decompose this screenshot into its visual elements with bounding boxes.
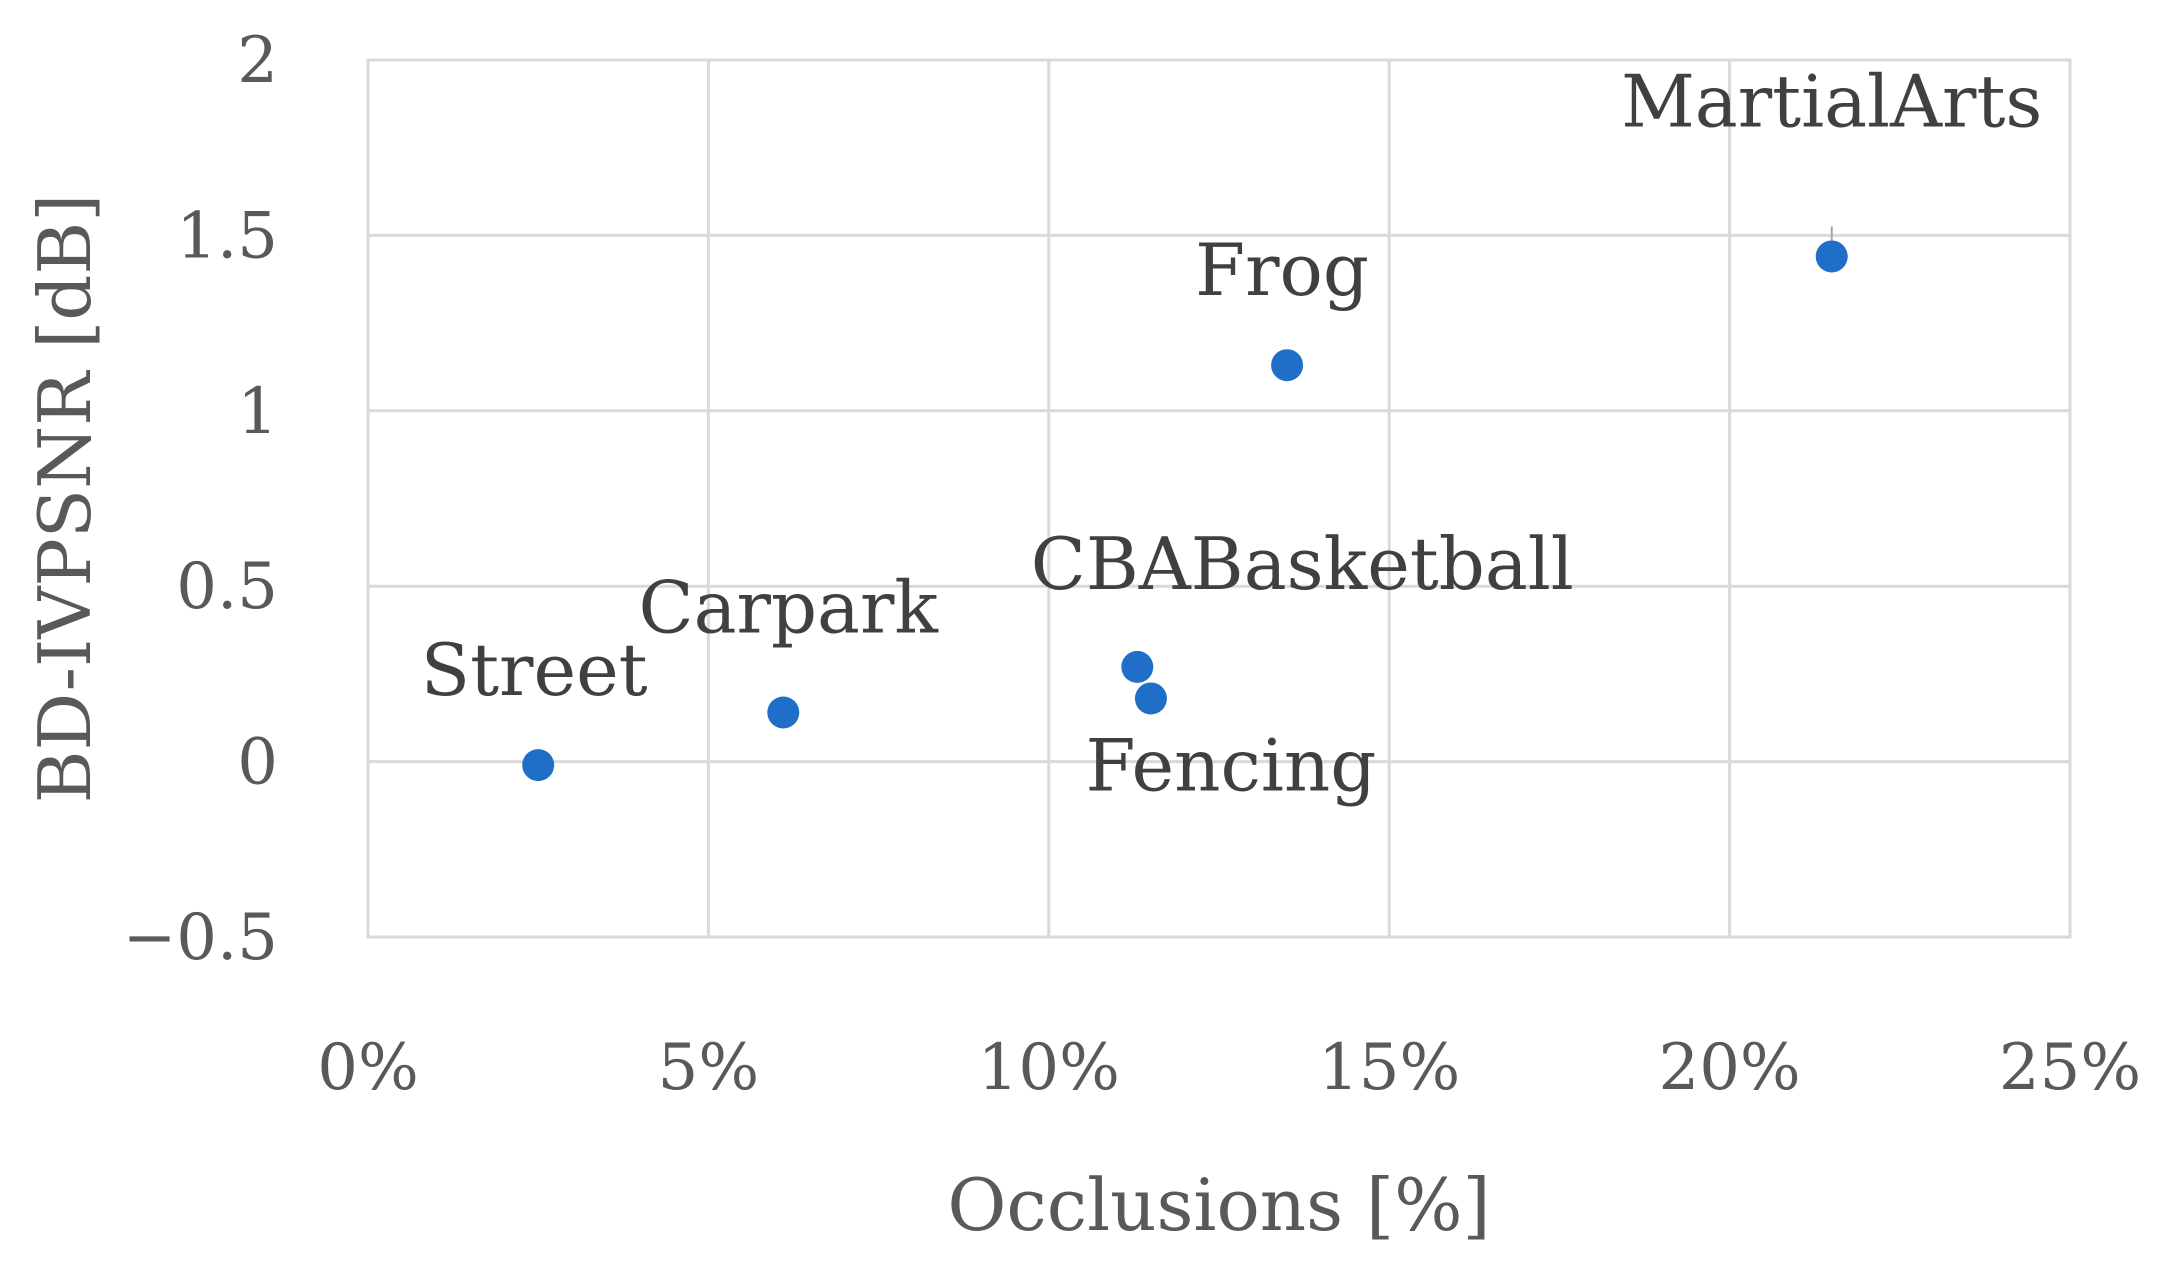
- point-label-frog: Frog: [1195, 228, 1369, 312]
- plot-area-border: [366, 58, 2072, 939]
- x-tick-label: 15%: [1318, 1031, 1460, 1105]
- data-point-martialarts: [1815, 240, 1848, 273]
- y-axis-title: BD-IVPSNR [dB]: [23, 194, 107, 804]
- x-axis-tick-labels: 0% 5% 10% 15% 20% 25%: [317, 1031, 2141, 1105]
- data-points: [522, 240, 1848, 782]
- y-tick-label: 2: [237, 24, 278, 98]
- data-point-carpark: [767, 696, 800, 729]
- y-tick-label: 1: [237, 375, 278, 449]
- x-tick-label: 10%: [978, 1031, 1120, 1105]
- point-label-cbabasketball: CBABasketball: [1031, 522, 1574, 606]
- x-tick-label: 25%: [1999, 1031, 2141, 1105]
- point-label-martialarts: MartialArts: [1621, 59, 2042, 143]
- point-label-carpark: Carpark: [639, 565, 940, 649]
- data-point-cbabasketball: [1121, 650, 1154, 683]
- y-tick-label: 1.5: [176, 199, 278, 273]
- y-tick-label: 0: [237, 726, 278, 800]
- x-axis-title: Occlusions [%]: [947, 1163, 1490, 1247]
- data-point-fencing: [1134, 682, 1167, 715]
- data-point-frog: [1271, 349, 1304, 382]
- y-tick-label: 0.5: [176, 550, 278, 624]
- x-tick-label: 0%: [317, 1031, 419, 1105]
- point-label-fencing: Fencing: [1086, 723, 1377, 807]
- x-tick-label: 20%: [1658, 1031, 1800, 1105]
- point-label-street: Street: [421, 628, 648, 712]
- x-tick-label: 5%: [658, 1031, 760, 1105]
- data-point-street: [522, 749, 555, 782]
- y-axis-tick-labels: −0.5 0 0.5 1 1.5 2: [123, 24, 278, 975]
- y-tick-label: −0.5: [123, 901, 278, 975]
